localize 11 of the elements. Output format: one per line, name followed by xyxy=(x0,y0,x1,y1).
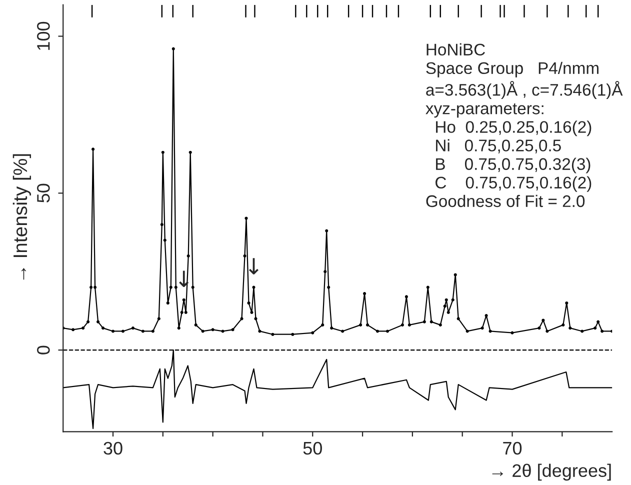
line-series xyxy=(63,350,612,430)
y-tick-label: 50 xyxy=(37,184,50,202)
x-tick-label: 70 xyxy=(503,442,522,455)
y-axis-title: → Intensity [%] xyxy=(12,154,31,280)
x-tick-label: 50 xyxy=(303,442,322,455)
x-axis-title: → 2θ [degrees] xyxy=(492,464,611,481)
text: HoNiBC Space Group P4/nmm a=3.563(1)Å , c=7.546(1)Å xyz-parameters: Ho 0.25,0.25,0.16(2) Ni 0.75,0.25,0.5 B 0.75,0.75,0.32(3) C 0.75,0.75,0.16(2) Goodness of Fit = 2.0 xyxy=(426,43,623,208)
x-tick-label: 30 xyxy=(104,442,122,455)
y-tick-label: 100 xyxy=(37,22,50,50)
annotation: ↓ xyxy=(248,258,258,274)
y-tick-label: 0 xyxy=(37,346,50,354)
